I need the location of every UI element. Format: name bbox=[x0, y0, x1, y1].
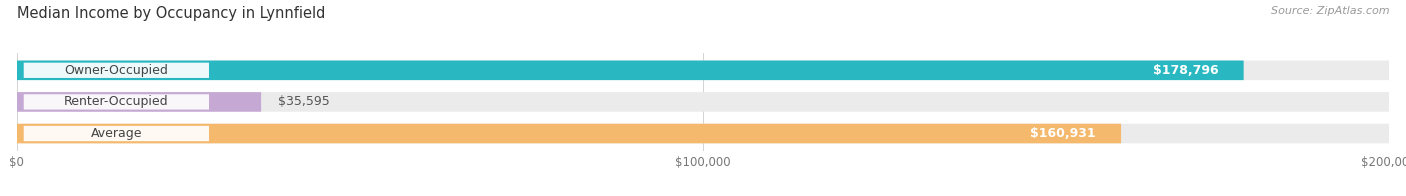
FancyBboxPatch shape bbox=[24, 63, 209, 78]
FancyBboxPatch shape bbox=[24, 126, 209, 141]
Text: Renter-Occupied: Renter-Occupied bbox=[65, 95, 169, 108]
Text: Source: ZipAtlas.com: Source: ZipAtlas.com bbox=[1271, 6, 1389, 16]
FancyBboxPatch shape bbox=[17, 92, 262, 112]
Text: $178,796: $178,796 bbox=[1153, 64, 1218, 77]
FancyBboxPatch shape bbox=[1011, 126, 1114, 141]
FancyBboxPatch shape bbox=[17, 61, 1389, 80]
FancyBboxPatch shape bbox=[17, 61, 1244, 80]
FancyBboxPatch shape bbox=[17, 124, 1121, 143]
FancyBboxPatch shape bbox=[17, 92, 1389, 112]
Text: Owner-Occupied: Owner-Occupied bbox=[65, 64, 169, 77]
Text: Average: Average bbox=[90, 127, 142, 140]
FancyBboxPatch shape bbox=[1133, 63, 1237, 77]
FancyBboxPatch shape bbox=[24, 94, 209, 110]
Text: $160,931: $160,931 bbox=[1031, 127, 1095, 140]
Text: $35,595: $35,595 bbox=[277, 95, 329, 108]
FancyBboxPatch shape bbox=[17, 124, 1389, 143]
Text: Median Income by Occupancy in Lynnfield: Median Income by Occupancy in Lynnfield bbox=[17, 6, 325, 21]
